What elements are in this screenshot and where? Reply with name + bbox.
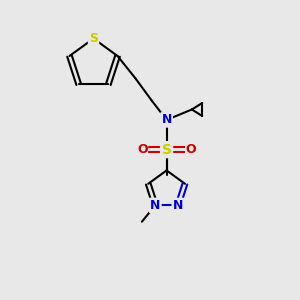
Text: O: O <box>137 143 148 156</box>
Text: S: S <box>89 32 98 45</box>
Text: O: O <box>186 143 196 156</box>
Text: S: S <box>162 142 172 157</box>
Text: N: N <box>150 199 160 212</box>
Text: N: N <box>161 113 172 126</box>
Text: N: N <box>173 199 183 212</box>
